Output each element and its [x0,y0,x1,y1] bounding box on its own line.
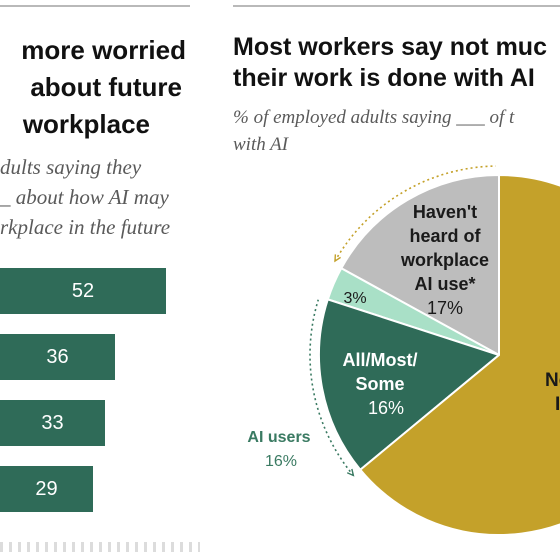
pie-slice-1 [339,173,500,357]
pie-label-unheard-line-4: AI use* [414,274,475,294]
pie-label-not-line-2: I [555,394,560,415]
ai-users-group-label: AI users [247,429,310,446]
bar-value-label-1: 52 [71,280,95,302]
right-title-line-2: their work is done with AI [233,64,535,92]
pie-label-unheard-line-1: Haven't [413,202,477,222]
pie-value-mint: 3% [343,290,366,307]
pie-label-users-line-1: All/Most/ [343,350,418,370]
pie-slice-3 [318,298,502,472]
bar-2 [0,334,115,380]
left-title-line-1: more worried [21,35,186,65]
left-subtitle-line-1: dults saying they [0,155,142,179]
pie-label-unheard-line-2: heard of [409,226,481,246]
pie-unaware-bracket-arc [334,165,496,262]
right-subtitle-line-2: with AI [233,134,289,155]
bar-value-label-4: 29 [35,478,58,500]
left-footnote-fragment [0,542,200,552]
right-title-line-1: Most workers say not muc [233,33,547,61]
pie-ai-users-arrow [346,468,355,477]
bar-value-label-3: 33 [41,412,64,434]
left-title-line-2: about future [30,72,182,102]
pie-value-users: 16% [368,398,404,418]
pie-label-not-line-1: Not [545,370,560,391]
ai-users-group-value: 16% [265,453,297,470]
pie-value-unheard: 17% [427,298,463,318]
left-subtitle-line-3: rkplace in the future [0,215,171,239]
pie-label-unheard-line-3: workplace [400,250,489,270]
bar-4 [0,466,93,512]
left-subtitle-line-2: _ about how AI may [0,185,169,209]
bar-3 [0,400,105,446]
left-top-divider [0,5,190,7]
pie-unaware-arrow [334,254,341,263]
right-top-divider [233,5,560,7]
bar-1 [0,268,166,314]
pie-label-users-line-2: Some [355,374,404,394]
left-title-line-3: workplace [22,109,150,139]
right-subtitle-line-1: % of employed adults saying ___ of t [233,107,515,128]
bar-value-label-2: 36 [46,346,69,368]
pie-slice-4 [358,173,560,536]
